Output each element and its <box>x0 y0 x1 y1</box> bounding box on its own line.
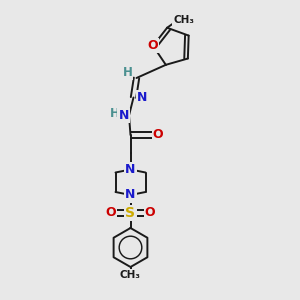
Text: N: N <box>125 163 136 176</box>
Text: H: H <box>110 106 119 120</box>
Text: N: N <box>118 109 129 122</box>
Text: S: S <box>125 206 136 220</box>
Text: CH₃: CH₃ <box>173 15 194 25</box>
Text: CH₃: CH₃ <box>120 269 141 280</box>
Text: H: H <box>123 66 132 79</box>
Text: O: O <box>148 39 158 52</box>
Text: N: N <box>125 188 136 202</box>
Text: O: O <box>153 128 164 142</box>
Text: N: N <box>137 91 147 104</box>
Text: O: O <box>145 206 155 220</box>
Text: O: O <box>106 206 116 220</box>
